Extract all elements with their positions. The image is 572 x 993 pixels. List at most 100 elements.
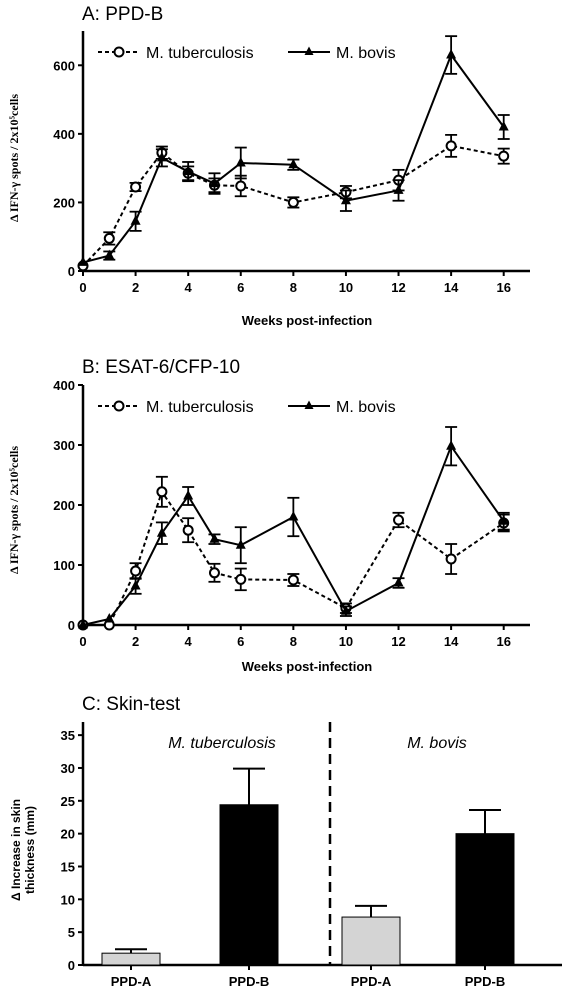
panel-b-point-m-tuberculosis	[208, 567, 220, 579]
panel-b-y-tick-label: 100	[53, 558, 75, 573]
legend-marker-m-bovis	[304, 400, 314, 409]
panel-a-x-tick-label: 0	[79, 280, 86, 295]
panel-b-series-line-m-tuberculosis	[83, 489, 505, 626]
panel-b-point-m-bovis	[209, 533, 220, 543]
panel-a-ppd-b-chart: A: PPD-B Δ IFN-γ spots / 2x10⁵cells Week…	[7, 4, 530, 328]
panel-c-category-label: PPD-A	[351, 974, 392, 989]
panel-c-y-axis-label-line-2: thickness (mm)	[23, 806, 37, 894]
panel-b-x-tick-label: 6	[237, 634, 244, 649]
panel-a-x-tick-label: 4	[185, 280, 193, 295]
panel-a-point-m-tuberculosis	[287, 196, 299, 208]
panel-c-y-tick-label: 5	[68, 925, 75, 940]
panel-a-point-m-tuberculosis	[445, 140, 457, 152]
panel-a-point-m-tuberculosis	[130, 181, 142, 193]
panel-a-x-tick-label: 10	[339, 280, 353, 295]
panel-c-y-tick-label: 10	[61, 892, 75, 907]
panel-a-y-tick-label: 400	[53, 127, 75, 142]
panel-a-x-tick-label: 2	[132, 280, 139, 295]
panel-a-point-m-bovis	[104, 249, 115, 260]
panel-b-x-tick-label: 0	[79, 634, 86, 649]
panel-b-point-m-bovis	[183, 490, 194, 500]
panel-b-title: B: ESAT-6/CFP-10	[82, 357, 240, 378]
panel-c-title: C: Skin-test	[82, 694, 181, 715]
panel-a-point-m-bovis	[235, 157, 246, 167]
panel-a-point-m-bovis	[156, 151, 167, 162]
panel-c-category-label: PPD-A	[111, 974, 152, 989]
panel-b-series-line-m-bovis	[82, 444, 505, 626]
panel-b-x-tick-label: 10	[339, 634, 353, 649]
panel-b-point-m-tuberculosis	[235, 573, 247, 585]
panel-a-x-tick-label: 8	[290, 280, 297, 295]
panel-b-point-m-tuberculosis	[445, 553, 457, 565]
panel-a-x-tick-label: 14	[444, 280, 459, 295]
panel-b-point-m-tuberculosis	[287, 574, 299, 586]
panel-c-category-label: PPD-B	[465, 974, 505, 989]
panel-b-point-m-bovis	[130, 580, 141, 590]
panel-c-y-axis-label-line-1: Δ Increase in skin	[9, 799, 23, 901]
panel-c-y-tick-label: 15	[61, 859, 75, 874]
panel-a-point-m-bovis	[393, 184, 404, 194]
panel-b-x-tick-label: 2	[132, 634, 139, 649]
panel-b-x-tick-label: 12	[391, 634, 405, 649]
panel-a-point-m-tuberculosis	[103, 232, 115, 244]
panel-b-point-m-bovis	[288, 511, 299, 521]
panel-c-y-tick-label: 25	[61, 794, 75, 809]
panel-a-y-axis-label: Δ IFN-γ spots / 2x10⁵cells	[7, 94, 21, 222]
panel-b-point-m-tuberculosis	[393, 514, 405, 526]
panel-b-y-tick-label: 300	[53, 438, 75, 453]
panel-b-esat6-cfp10-chart: B: ESAT-6/CFP-10 Δ IFN-γ spots / 2x10⁵ce…	[7, 357, 530, 674]
panel-a-y-tick-label: 0	[68, 264, 75, 279]
panel-a-point-m-bovis	[288, 158, 299, 169]
panel-b-point-m-bovis	[235, 539, 246, 549]
panel-a-point-m-bovis	[183, 165, 194, 176]
legend-marker-m-tuberculosis	[113, 46, 125, 58]
panel-a-series-line-m-bovis	[82, 52, 505, 264]
panel-b-point-m-tuberculosis	[156, 486, 168, 498]
panel-b-point-m-tuberculosis	[182, 524, 194, 536]
panel-b-x-tick-label: 8	[290, 634, 297, 649]
panel-a-point-m-bovis	[209, 177, 220, 188]
panel-b-x-tick-label: 14	[444, 634, 459, 649]
panel-b-legend: M. tuberculosis M. bovis	[98, 399, 396, 416]
panel-a-point-m-bovis	[498, 121, 509, 131]
panel-b-point-m-bovis	[104, 613, 115, 623]
panel-b-point-m-bovis	[78, 619, 88, 629]
panel-a-x-tick-label: 6	[237, 280, 244, 295]
panel-a-series-line-m-tuberculosis	[82, 144, 504, 267]
panel-b-x-axis-label: Weeks post-infection	[242, 659, 373, 674]
panel-a-title: A: PPD-B	[82, 4, 163, 25]
panel-a-point-m-bovis	[340, 194, 351, 205]
panel-b-y-tick-label: 400	[53, 378, 75, 393]
panel-c-category-label: PPD-B	[229, 974, 269, 989]
panel-b-point-m-bovis	[156, 527, 167, 537]
panel-b-x-tick-label: 16	[496, 634, 510, 649]
group-label-m-tuberculosis: M. tuberculosis	[168, 735, 276, 752]
panel-c-y-tick-label: 35	[61, 728, 75, 743]
panel-a-point-m-bovis	[446, 49, 457, 59]
panel-a-y-tick-label: 200	[53, 195, 75, 210]
panel-a-legend: M. tuberculosis M. bovis	[98, 45, 396, 62]
panel-a-point-m-tuberculosis	[235, 180, 247, 192]
panel-c-y-tick-label: 0	[68, 958, 75, 973]
panel-a-x-axis-label: Weeks post-infection	[242, 313, 373, 328]
panel-b-point-m-bovis	[446, 440, 457, 450]
panel-a-point-m-tuberculosis	[498, 150, 510, 162]
legend-label-m-tuberculosis: M. tuberculosis	[146, 399, 254, 416]
legend-label-m-bovis: M. bovis	[336, 399, 396, 416]
legend-label-m-tuberculosis: M. tuberculosis	[146, 45, 254, 62]
panel-a-x-tick-label: 16	[496, 280, 510, 295]
panel-a-point-m-bovis	[130, 215, 141, 225]
panel-c-y-tick-label: 20	[61, 827, 75, 842]
legend-marker-m-bovis	[304, 46, 314, 55]
panel-a-point-m-bovis	[78, 256, 88, 266]
panel-b-point-m-bovis	[340, 605, 351, 615]
panel-b-point-m-bovis	[393, 577, 404, 587]
panel-b-x-tick-label: 4	[185, 634, 193, 649]
panel-c-bar-m-bovis-ppd-b	[455, 833, 515, 966]
panel-b-y-axis-label: Δ IFN-γ spots / 2x10⁵cells	[7, 446, 21, 574]
panel-b-y-tick-label: 0	[68, 618, 75, 633]
panel-c-bar-m-bovis-ppd-a	[341, 916, 401, 966]
panel-c-bar-m-tuberculosis-ppd-b	[219, 804, 279, 966]
panel-c-y-tick-label: 30	[61, 761, 75, 776]
